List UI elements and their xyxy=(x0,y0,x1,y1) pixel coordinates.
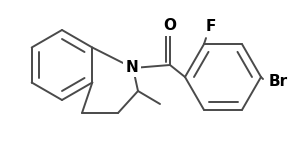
Text: Br: Br xyxy=(268,74,288,88)
Text: O: O xyxy=(164,19,176,34)
Text: F: F xyxy=(206,19,216,34)
Text: N: N xyxy=(126,59,138,74)
